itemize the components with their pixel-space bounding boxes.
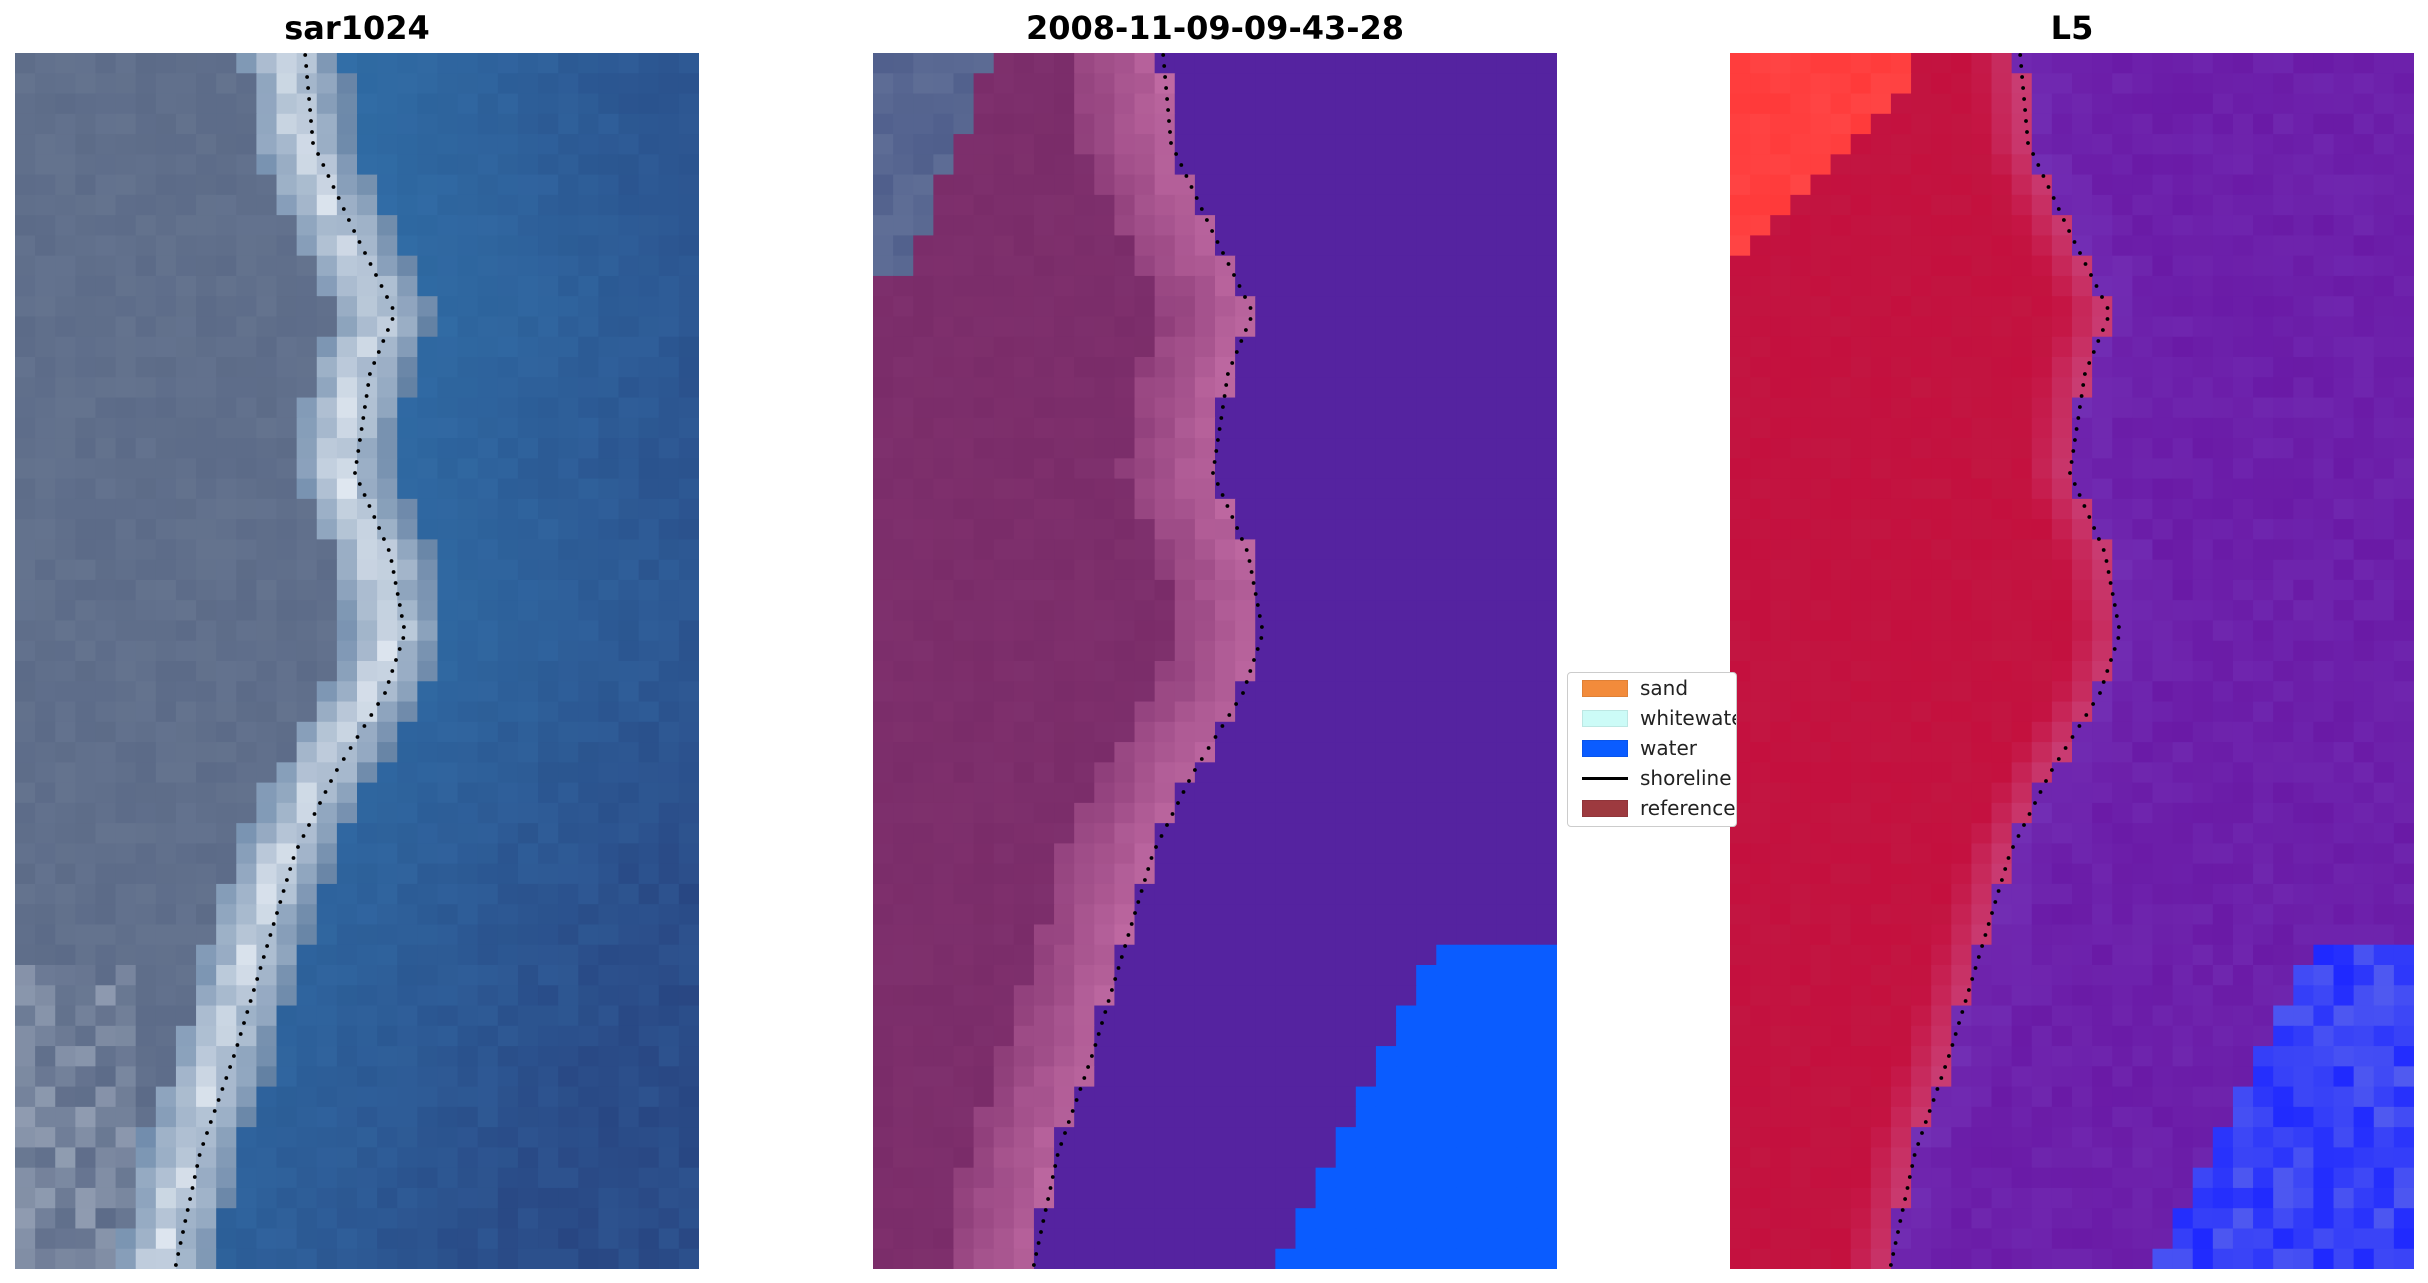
rgb-pixels [15, 53, 699, 1269]
rgb-image [15, 53, 699, 1269]
index-image [1730, 53, 2414, 1269]
panel-title-rgb: sar1024 [284, 9, 430, 47]
legend-label-sand: sand [1640, 676, 1689, 700]
legend-item-reference: reference [1576, 795, 1736, 820]
legend: sand whitewater water shoreline referenc… [1567, 672, 1737, 827]
rgb-shoreline [174, 53, 406, 1267]
index-image-panel [1730, 53, 2414, 1269]
whitewater-swatch [1582, 710, 1628, 727]
legend-item-whitewater: whitewater [1576, 705, 1736, 730]
legend-item-sand: sand [1576, 675, 1736, 700]
legend-label-shoreline: shoreline [1640, 766, 1732, 790]
classified-image-panel [873, 53, 1557, 1269]
rgb-image-panel [15, 53, 699, 1269]
index-pixels [1730, 53, 2414, 1269]
reference-swatch [1582, 800, 1628, 817]
water-swatch [1582, 740, 1628, 757]
classified-pixels [873, 53, 1557, 1269]
legend-label-whitewater: whitewater [1640, 706, 1736, 730]
panel-title-classified: 2008-11-09-09-43-28 [1025, 9, 1405, 47]
legend-item-water: water [1576, 735, 1736, 760]
classified-shoreline [1032, 53, 1264, 1267]
legend-item-shoreline: shoreline [1576, 765, 1736, 790]
legend-label-water: water [1640, 736, 1697, 760]
classified-image [873, 53, 1557, 1269]
panel-title-index: L5 [2050, 9, 2094, 47]
shoreline-line-sample [1582, 777, 1628, 780]
sand-swatch [1582, 680, 1628, 697]
index-shoreline [1889, 53, 2121, 1267]
legend-label-reference: reference [1640, 796, 1736, 820]
